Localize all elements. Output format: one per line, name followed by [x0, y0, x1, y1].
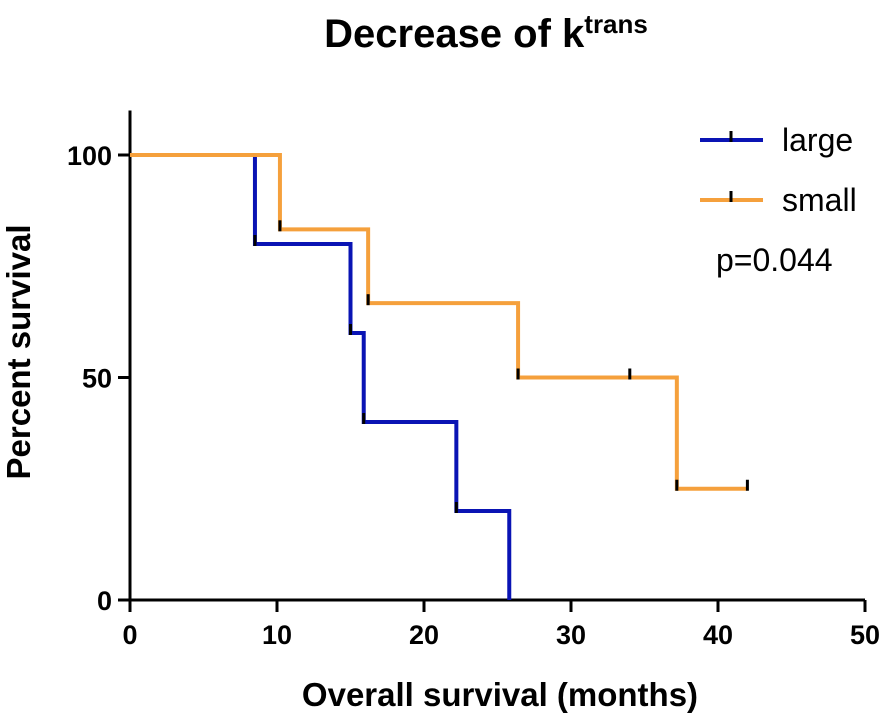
- y-tick-label: 100: [67, 141, 112, 171]
- legend-label-large: large: [782, 122, 853, 158]
- chart-title-superscript: trans: [584, 9, 648, 39]
- y-ticks: 0 50 100: [67, 141, 130, 616]
- p-value-annotation: p=0.044: [716, 242, 833, 278]
- x-tick-label: 0: [122, 620, 137, 650]
- chart-title-main: Decrease of k: [324, 12, 585, 56]
- chart-title: Decrease of ktrans: [324, 9, 648, 56]
- series-line-large: [130, 153, 512, 600]
- y-axis-label: Percent survival: [0, 225, 37, 480]
- x-tick-label: 30: [556, 620, 586, 650]
- legend: large small: [700, 122, 857, 218]
- legend-label-small: small: [782, 182, 857, 218]
- x-tick-label: 10: [262, 620, 292, 650]
- x-ticks: 0 10 20 30 40 50: [122, 600, 880, 650]
- y-tick-label: 0: [97, 586, 112, 616]
- x-tick-label: 20: [409, 620, 439, 650]
- x-axis-label: Overall survival (months): [302, 676, 698, 713]
- series-group: [130, 153, 748, 600]
- x-tick-label: 40: [703, 620, 733, 650]
- censor-marks: [253, 220, 749, 513]
- axes: [128, 110, 865, 602]
- y-tick-label: 50: [82, 364, 112, 394]
- x-tick-label: 50: [850, 620, 880, 650]
- series-line-small: [130, 153, 748, 491]
